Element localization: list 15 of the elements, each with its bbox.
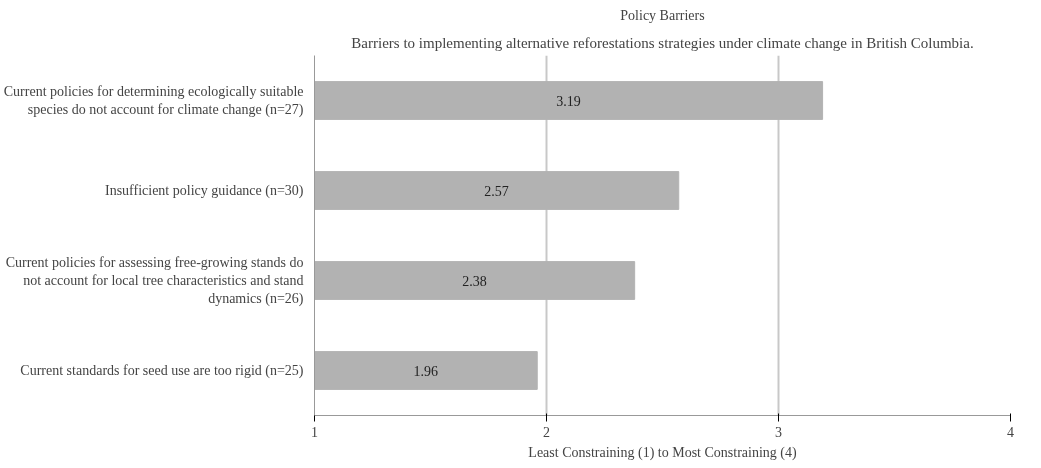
text: Barriers to implementing alternative reforestations strategies under climate change in British Columbia. [351,34,974,51]
y-tick-label: Insufficient policy guidance (n=30) [104,183,304,199]
y-tick-label: Current standards for seed use are too rigid (n=25) [20,363,304,379]
x-tick-label: 4 [1007,424,1014,440]
y-tick-label: Current policies for determining ecologically suitable species do not account for climate change (n=27) [3,84,304,118]
x-tick-label: 1 [311,424,318,440]
data-label: 2.57 [484,183,509,199]
x-axis-title: Least Constraining (1) to Most Constraining (4) [528,444,797,461]
x-tick-label: 2 [543,424,550,440]
data-label: 2.38 [462,273,487,289]
y-tick-label: Current policies for assessing free-growing stands do not account for local tree characteristics and stand dynamics (n=26) [5,255,304,307]
chart-title: Policy Barriers [620,7,705,23]
data-label: 1.96 [413,363,439,379]
x-tick-label: 3 [775,424,782,440]
data-label: 3.19 [556,93,581,109]
